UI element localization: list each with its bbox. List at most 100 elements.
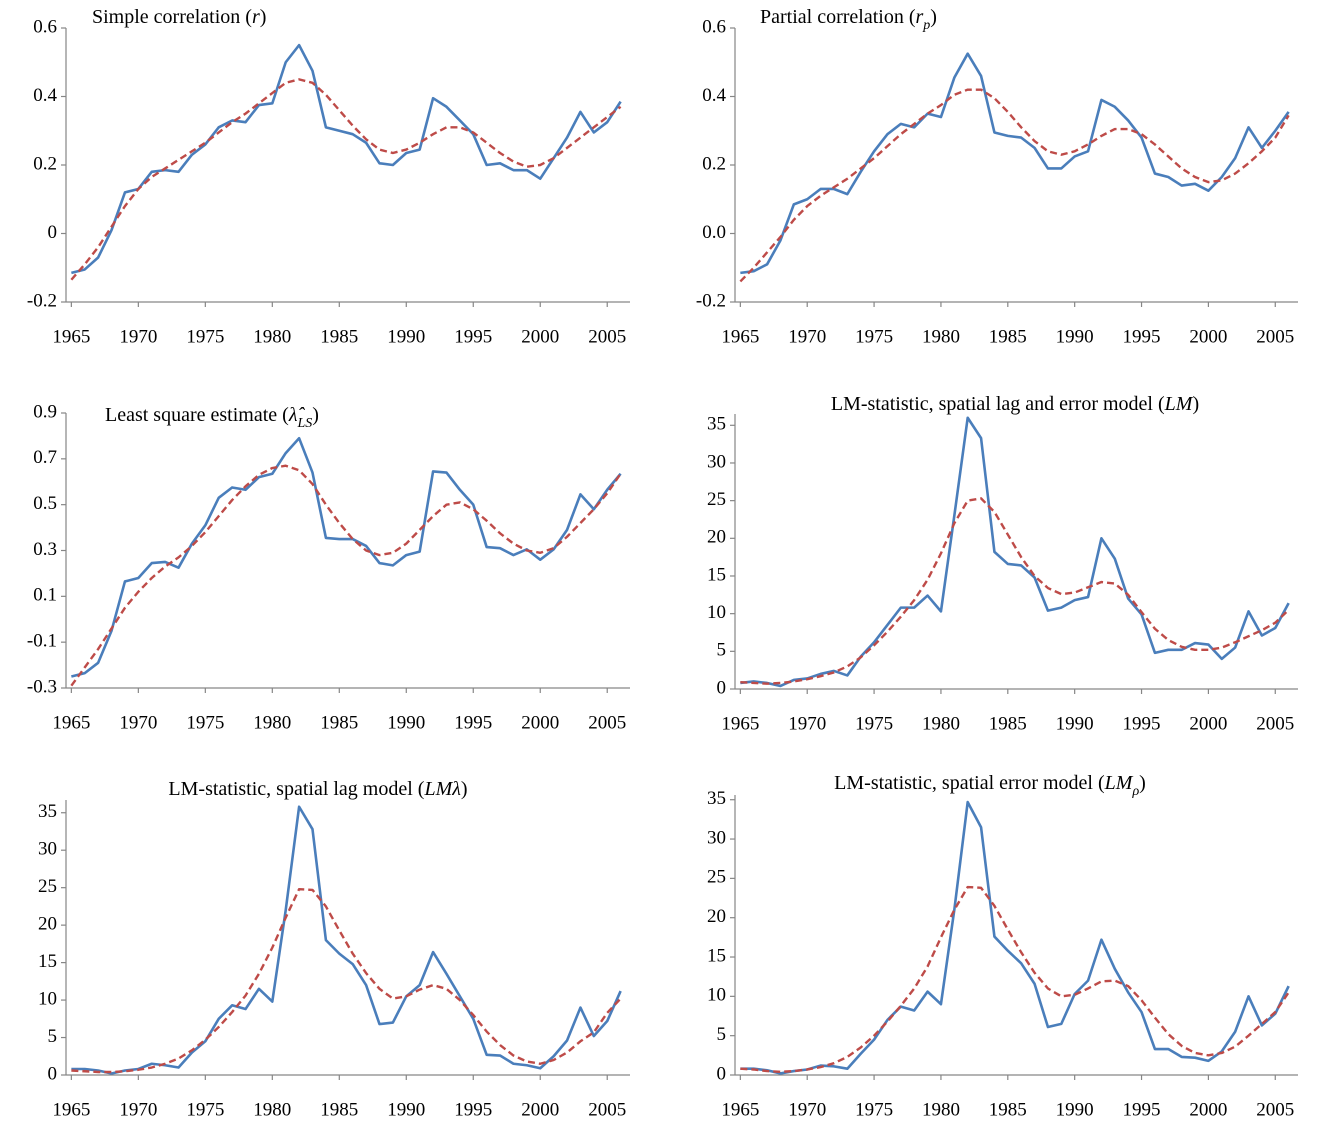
y-tick-label: 20 — [707, 527, 726, 548]
panel: Simple correlation (r) -0.2 0 0.2 0.4 0.6 1965… — [27, 6, 630, 347]
x-tick-label: 1995 — [1123, 713, 1161, 734]
panel: LM-statistic, spatial lag and error mode… — [707, 393, 1298, 734]
x-tick-label: 1985 — [320, 326, 358, 347]
x-tick-label: 2005 — [1256, 713, 1294, 734]
y-tick-label: 0.4 — [702, 85, 726, 106]
x-tick-label: 1970 — [788, 326, 826, 347]
trend-line — [740, 885, 1290, 1074]
x-tick-label: 1975 — [855, 326, 893, 347]
chart-title: LM-statistic, spatial lag and error mode… — [831, 393, 1199, 415]
y-tick-label: 0.2 — [33, 153, 57, 174]
y-tick-label: 10 — [707, 602, 726, 623]
trend-line — [71, 887, 622, 1074]
y-tick-label: 0.1 — [33, 585, 57, 606]
title-part: r — [252, 6, 260, 28]
y-tick-label: -0.2 — [696, 290, 726, 311]
y-tick-label: 0 — [717, 1063, 727, 1084]
x-tick-label: 1965 — [52, 326, 90, 347]
x-tick-label: 1970 — [119, 712, 157, 733]
y-tick-label: 5 — [717, 1024, 727, 1045]
x-tick-label: 1975 — [186, 326, 224, 347]
y-tick-label: 5 — [717, 640, 727, 661]
title-part: ) — [461, 778, 468, 800]
title-part: ) — [260, 6, 267, 28]
title-part: p — [922, 18, 930, 33]
x-tick-label: 1975 — [186, 712, 224, 733]
panel: LM-statistic, spatial lag model (LMλ) 0 5 1… — [38, 778, 630, 1120]
x-tick-label: 1995 — [1123, 326, 1161, 347]
x-tick-label: 1985 — [320, 1099, 358, 1120]
x-tick-label: 1990 — [387, 326, 425, 347]
chart-title: LM-statistic, spatial lag model (LMλ) — [168, 778, 467, 800]
x-tick-label: 1970 — [788, 713, 826, 734]
data-line — [740, 52, 1290, 275]
x-tick-label: 1990 — [387, 1099, 425, 1120]
panel: Least square estimate (λ̂LS) -0.3 -0.1 0.1 0… — [27, 401, 630, 733]
x-tick-label: 1965 — [52, 712, 90, 733]
y-tick-label: 35 — [707, 788, 726, 809]
title-part: ρ — [1131, 784, 1139, 799]
title-part: Simple correlation ( — [92, 6, 252, 28]
trend-line — [739, 88, 1290, 283]
y-tick-label: 0.6 — [702, 16, 726, 37]
x-tick-label: 2000 — [1189, 1099, 1227, 1120]
x-tick-label: 1965 — [721, 326, 759, 347]
x-tick-label: 1980 — [253, 1099, 291, 1120]
y-tick-label: 0.6 — [33, 16, 57, 37]
y-tick-label: 25 — [707, 489, 726, 510]
y-tick-label: 20 — [707, 906, 726, 927]
y-tick-label: 0 — [48, 222, 58, 243]
title-part: LM-statistic, spatial lag model ( — [168, 778, 424, 800]
title-part: LM — [1164, 393, 1194, 415]
title-part: Least square estimate ( — [105, 404, 289, 426]
x-tick-label: 1980 — [253, 326, 291, 347]
y-tick-label: 10 — [38, 988, 57, 1009]
y-tick-label: 20 — [38, 913, 57, 934]
data-line — [71, 805, 622, 1075]
y-tick-label: 0.7 — [33, 447, 57, 468]
x-tick-label: 1980 — [922, 326, 960, 347]
y-tick-label: 0 — [717, 677, 727, 698]
trend-line — [740, 497, 1290, 685]
x-tick-label: 1975 — [855, 713, 893, 734]
y-tick-label: 25 — [707, 867, 726, 888]
x-tick-label: 1965 — [721, 1099, 759, 1120]
y-tick-label: 0.9 — [33, 401, 57, 422]
y-tick-label: 35 — [707, 414, 726, 435]
x-tick-label: 1985 — [989, 326, 1027, 347]
y-tick-label: 5 — [48, 1026, 58, 1047]
data-line — [71, 436, 622, 678]
x-tick-label: 2005 — [588, 712, 626, 733]
y-tick-label: 35 — [38, 801, 57, 822]
x-tick-label: 1985 — [320, 712, 358, 733]
x-tick-label: 1995 — [454, 326, 492, 347]
x-tick-label: 1965 — [52, 1099, 90, 1120]
title-part: Partial correlation ( — [760, 6, 916, 28]
x-tick-label: 1990 — [1056, 1099, 1094, 1120]
x-tick-label: 1970 — [119, 326, 157, 347]
x-tick-label: 2000 — [521, 712, 559, 733]
panel: LM-statistic, spatial error model (LMρ) 0… — [707, 772, 1298, 1120]
title-part: LS — [296, 416, 312, 431]
x-tick-label: 2005 — [1256, 1099, 1294, 1120]
x-tick-label: 2005 — [588, 1099, 626, 1120]
trend-line — [70, 464, 622, 687]
y-tick-label: 0.3 — [33, 539, 57, 560]
x-tick-label: 1975 — [855, 1099, 893, 1120]
title-part: LM-statistic, spatial error model ( — [834, 772, 1105, 794]
y-tick-label: 15 — [707, 945, 726, 966]
title-part: LM-statistic, spatial lag and error mode… — [831, 393, 1165, 415]
y-tick-label: 30 — [707, 451, 726, 472]
y-tick-label: 15 — [707, 564, 726, 585]
panel: Partial correlation (rp) -0.2 0.0 0.2 0.4 0.6… — [696, 6, 1298, 347]
x-tick-label: 1965 — [721, 713, 759, 734]
data-line — [740, 800, 1290, 1075]
x-tick-label: 1980 — [253, 712, 291, 733]
x-tick-label: 2000 — [521, 1099, 559, 1120]
x-tick-label: 2005 — [588, 326, 626, 347]
y-tick-label: -0.3 — [27, 676, 57, 697]
x-tick-label: 2000 — [1189, 713, 1227, 734]
title-part: ) — [930, 6, 937, 28]
